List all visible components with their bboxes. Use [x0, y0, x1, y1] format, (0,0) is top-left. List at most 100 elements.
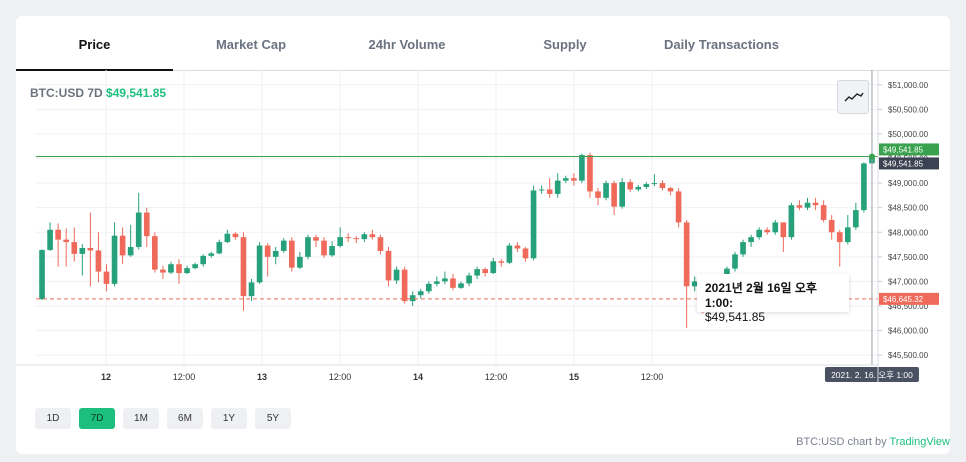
- candle-body: [450, 278, 456, 288]
- candle: [450, 274, 456, 291]
- y-axis: $51,000.00$50,500.00$50,000.00$49,500.00…: [877, 70, 939, 382]
- range-6m-button[interactable]: 6M: [167, 408, 203, 429]
- candle: [385, 247, 392, 287]
- candle-body: [442, 278, 448, 282]
- candle: [288, 237, 295, 272]
- tradingview-link[interactable]: TradingView: [889, 436, 950, 448]
- candle-body: [127, 247, 134, 256]
- candle: [127, 224, 134, 257]
- candle-body: [659, 183, 666, 188]
- range-7d-button[interactable]: 7D: [79, 408, 115, 429]
- candle: [554, 173, 561, 198]
- candle-body: [232, 233, 239, 238]
- candle-body: [554, 180, 561, 194]
- range-1m-button[interactable]: 1M: [123, 408, 159, 429]
- candle: [232, 232, 239, 240]
- x-tick-label: 12:00: [329, 372, 352, 382]
- candle-body: [224, 233, 231, 243]
- candle-body: [788, 205, 795, 238]
- candle: [587, 152, 593, 198]
- candle-body: [611, 183, 617, 207]
- candle-body: [256, 245, 263, 283]
- candle: [619, 178, 626, 209]
- candle-body: [603, 183, 609, 198]
- candle: [474, 266, 480, 279]
- candle-body: [176, 264, 182, 274]
- candle: [812, 197, 819, 211]
- candle: [579, 153, 585, 184]
- candle-body: [732, 254, 738, 269]
- y-tick-label: $45,500.00: [888, 351, 929, 360]
- tab-price[interactable]: Price: [16, 16, 173, 71]
- candle: [79, 244, 86, 276]
- candle-body: [135, 212, 142, 247]
- range-1y-button[interactable]: 1Y: [211, 408, 247, 429]
- candle: [820, 200, 827, 223]
- y-tick-label: $46,500.00: [888, 302, 929, 311]
- x-tick-label: 15: [569, 372, 579, 382]
- candle-body: [79, 247, 86, 254]
- candle-body: [861, 163, 867, 211]
- candle-body: [853, 210, 859, 228]
- candle-body: [538, 189, 545, 191]
- candle: [87, 212, 94, 287]
- candle: [538, 185, 545, 194]
- candle: [643, 182, 650, 189]
- candle: [651, 174, 658, 187]
- candle-body: [796, 205, 803, 208]
- y-tick-label: $50,000.00: [888, 130, 929, 139]
- candle-body: [651, 183, 658, 185]
- candle-body: [240, 237, 247, 297]
- candle-body: [353, 238, 360, 240]
- candle-body: [345, 237, 352, 239]
- candle: [345, 233, 352, 243]
- price-label-box: [879, 157, 939, 170]
- candle-body: [329, 246, 335, 256]
- candle-body: [812, 202, 819, 206]
- tab-supply[interactable]: Supply: [543, 37, 587, 52]
- candle-body: [248, 282, 255, 297]
- candle: [562, 175, 569, 184]
- candle-body: [168, 264, 174, 273]
- range-5y-button[interactable]: 5Y: [255, 408, 291, 429]
- candle-body: [434, 281, 440, 284]
- candle: [683, 219, 690, 329]
- candle-body: [200, 255, 207, 265]
- y-tick-label: $48,500.00: [888, 204, 929, 213]
- candle-body: [264, 245, 271, 257]
- tab-market-cap[interactable]: Market Cap: [215, 37, 287, 52]
- candle: [47, 222, 53, 251]
- candle: [168, 261, 174, 275]
- price-label-box: [879, 143, 939, 156]
- candle-body: [482, 269, 489, 274]
- crosshair-date-label: 2021. 2. 16. 오후 1:00: [831, 370, 913, 380]
- candle-body: [820, 205, 827, 220]
- candle-body: [691, 281, 698, 287]
- tab-24hr-volume[interactable]: 24hr Volume: [368, 37, 446, 52]
- last-price-dot: [868, 153, 875, 160]
- candle: [788, 202, 795, 240]
- candle-body: [417, 291, 424, 296]
- candle-body: [385, 250, 392, 281]
- candle-body: [844, 227, 851, 243]
- candle-body: [619, 182, 626, 207]
- candle: [313, 234, 319, 247]
- candle: [329, 241, 335, 257]
- candle-body: [208, 253, 215, 256]
- x-tick-label: 12:00: [173, 372, 196, 382]
- candle: [95, 232, 102, 283]
- candle-body: [748, 237, 754, 243]
- candle: [135, 192, 142, 250]
- candle: [530, 185, 537, 261]
- indicator-button[interactable]: [837, 80, 869, 114]
- candle-body: [160, 269, 166, 273]
- candle: [546, 178, 553, 198]
- candle: [659, 180, 666, 191]
- candle-body: [401, 269, 408, 302]
- candle-body: [562, 178, 569, 181]
- tab-daily-transactions[interactable]: Daily Transactions: [664, 37, 779, 52]
- candle-body: [667, 188, 674, 192]
- candle: [111, 222, 118, 287]
- range-1d-button[interactable]: 1D: [35, 408, 71, 429]
